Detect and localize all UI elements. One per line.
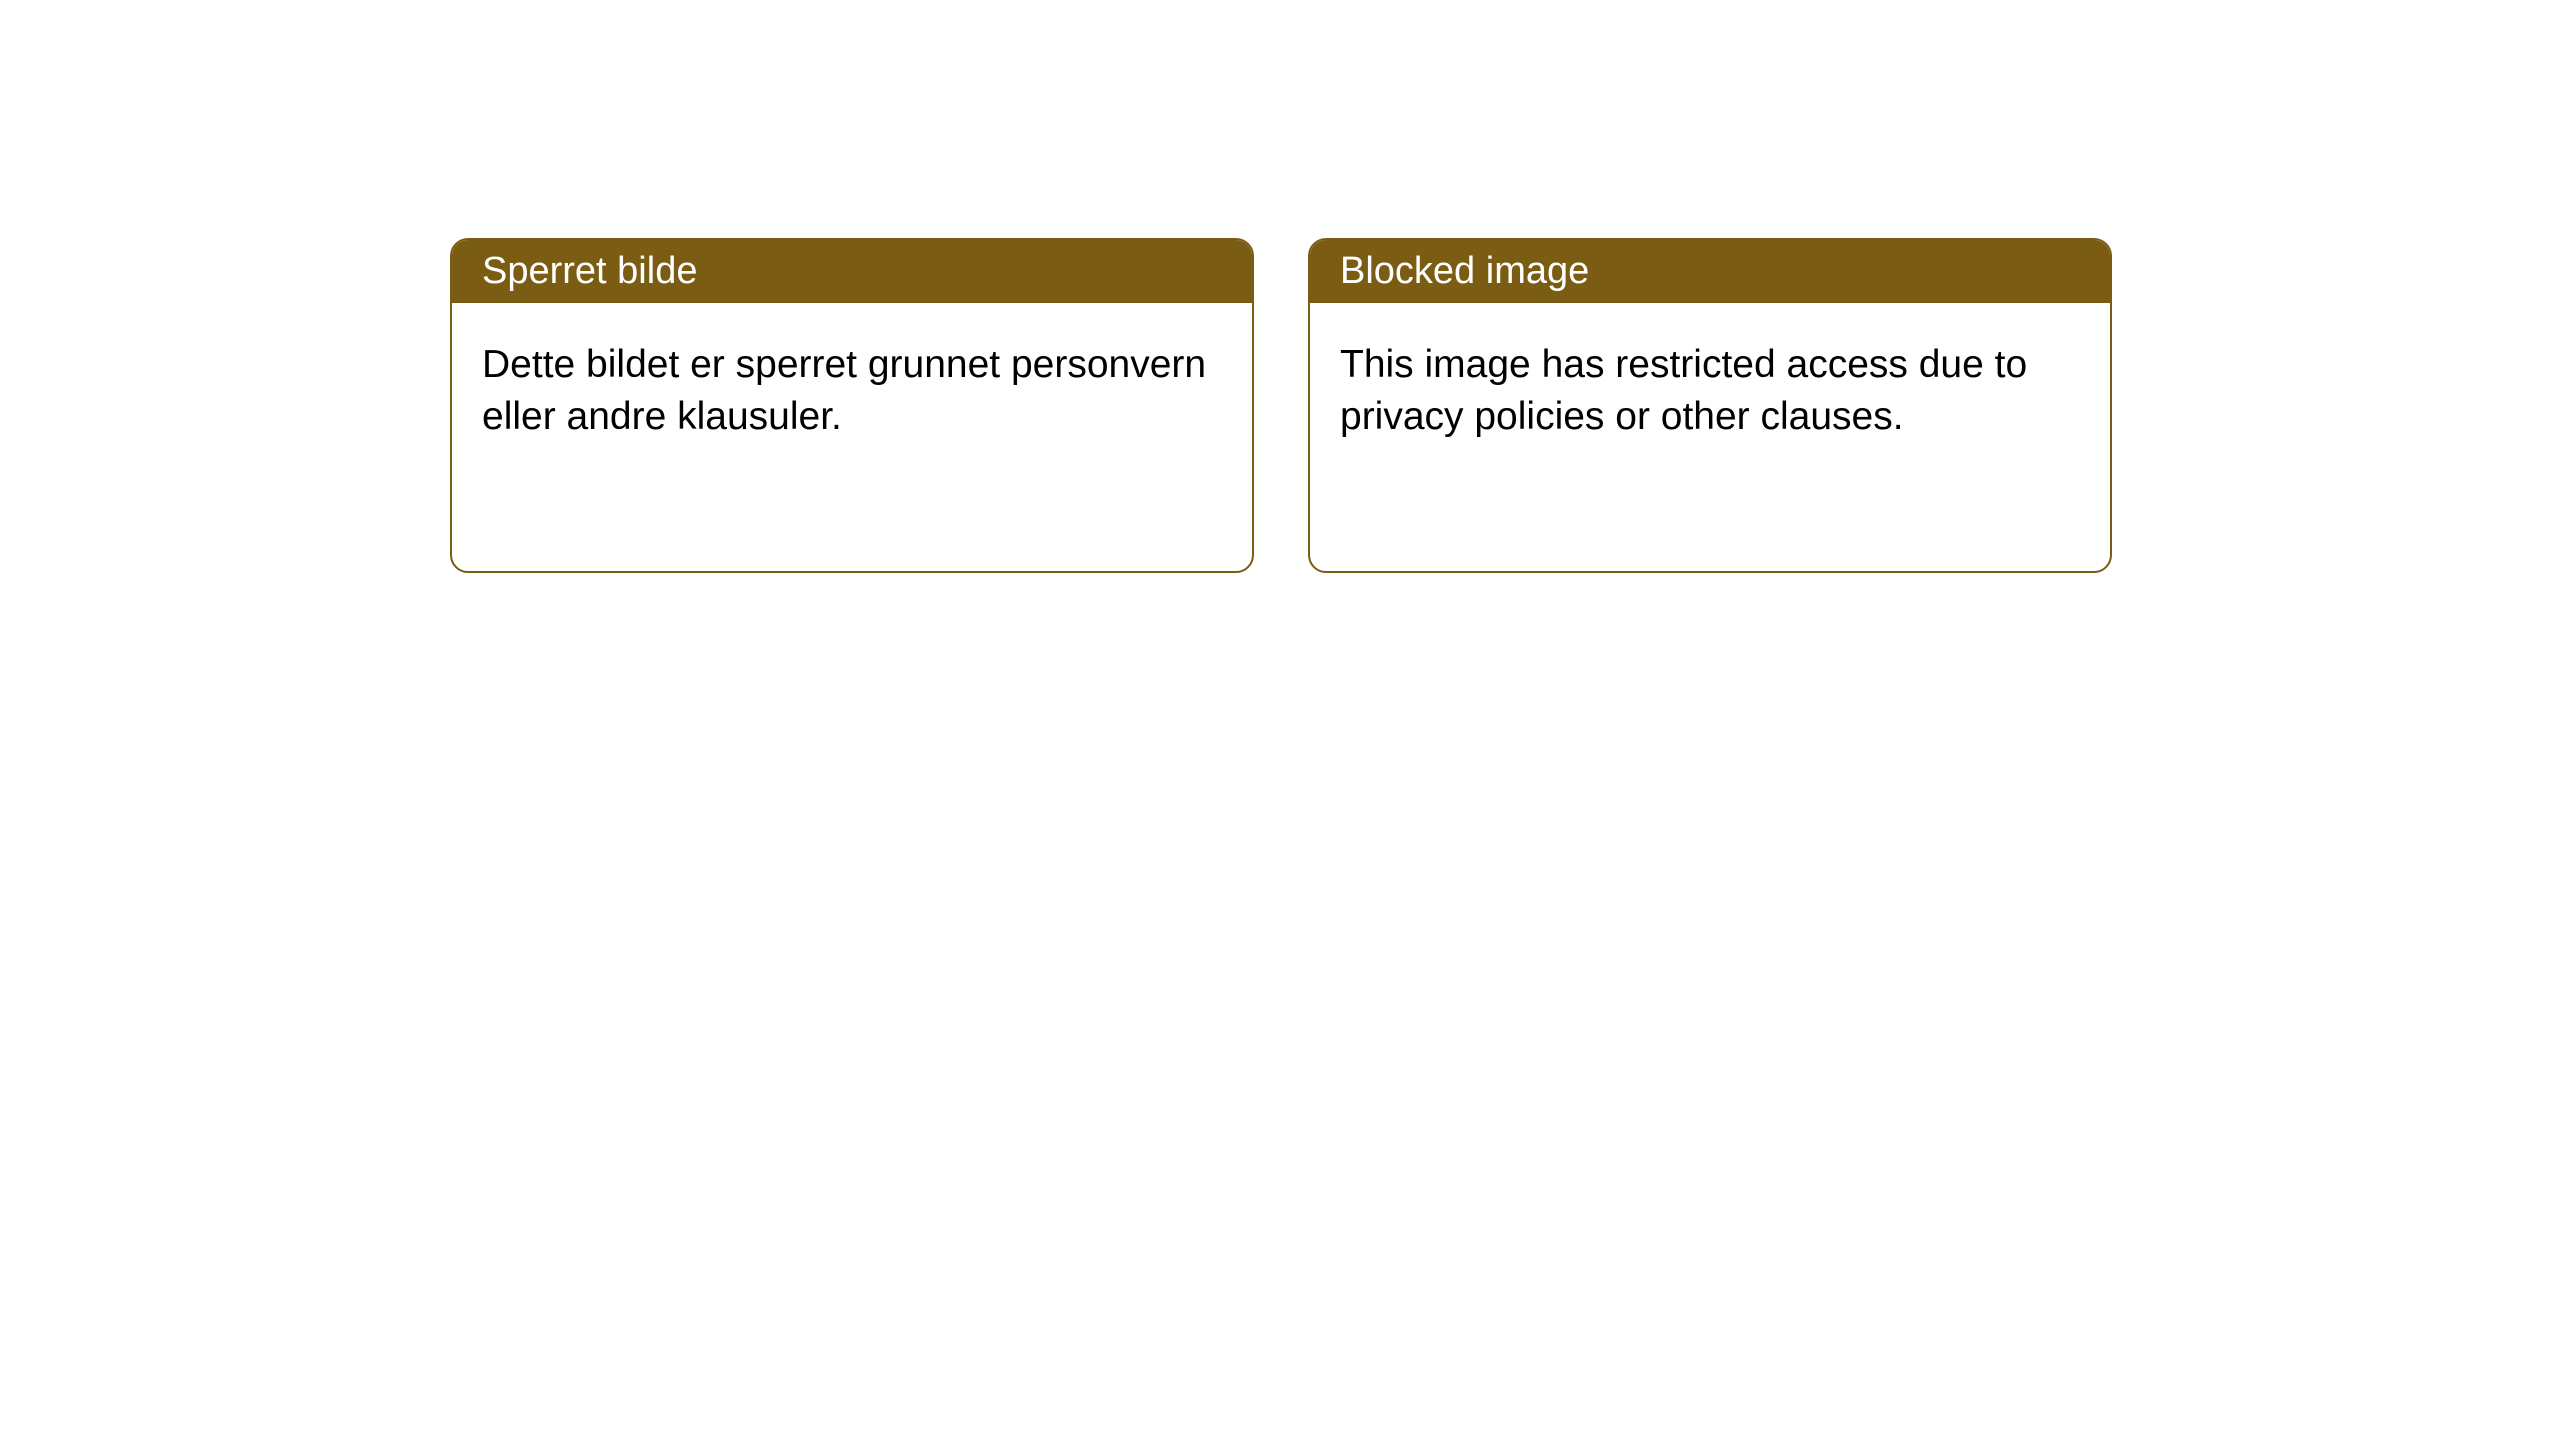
- notice-container: Sperret bilde Dette bildet er sperret gr…: [0, 0, 2560, 573]
- notice-card-header: Blocked image: [1310, 240, 2110, 303]
- notice-card-english: Blocked image This image has restricted …: [1308, 238, 2112, 573]
- notice-title: Sperret bilde: [482, 250, 697, 292]
- notice-body-text: Dette bildet er sperret grunnet personve…: [482, 343, 1206, 438]
- notice-card-body: Dette bildet er sperret grunnet personve…: [452, 303, 1252, 480]
- notice-card-header: Sperret bilde: [452, 240, 1252, 303]
- notice-body-text: This image has restricted access due to …: [1340, 343, 2027, 438]
- notice-card-norwegian: Sperret bilde Dette bildet er sperret gr…: [450, 238, 1254, 573]
- notice-card-body: This image has restricted access due to …: [1310, 303, 2110, 480]
- notice-title: Blocked image: [1340, 250, 1589, 292]
